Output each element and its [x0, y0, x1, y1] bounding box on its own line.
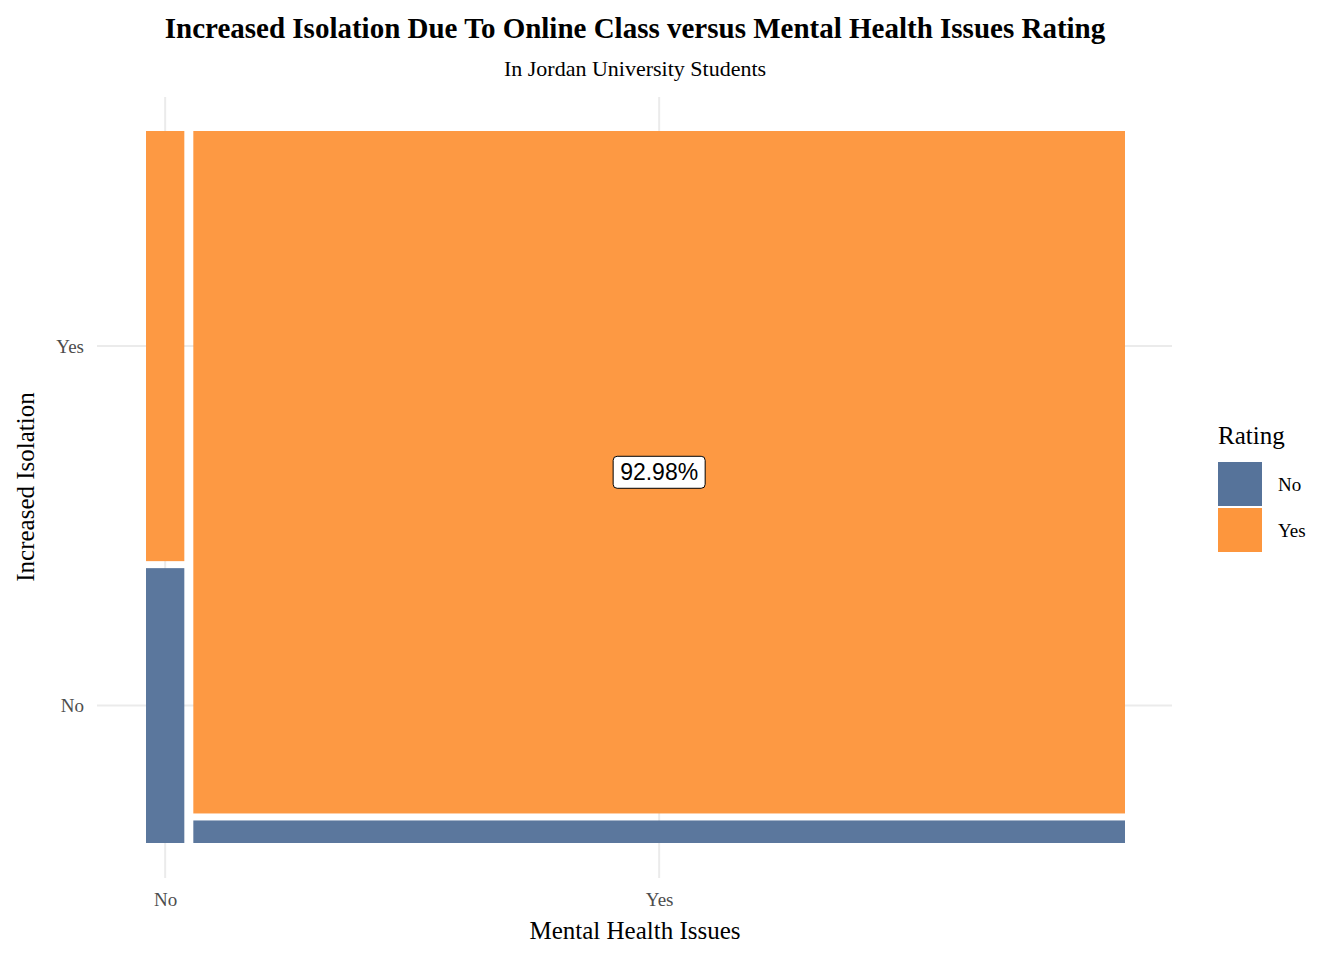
y-tick-label: Yes: [56, 336, 84, 357]
x-tick: Yes: [646, 888, 674, 909]
data-label-text: 92.98%: [620, 459, 698, 485]
x-axis-title: Mental Health Issues: [529, 917, 740, 944]
title: Increased Isolation Due To Online Class …: [165, 12, 1106, 44]
subtitle: In Jordan University Students: [504, 56, 766, 81]
legend-label: Yes: [1278, 520, 1306, 541]
legend-key: [1218, 462, 1262, 506]
y-axis-title: Increased Isolation: [12, 392, 39, 582]
y-tick: No: [61, 695, 84, 716]
chart: No Yes No Yes 92.98% Increased Isolation Due …: [0, 0, 1344, 960]
data-label: 92.98%: [613, 456, 705, 488]
data-labels: 92.98%: [613, 456, 705, 488]
legend-key: [1218, 508, 1262, 552]
mosaic-cell: [193, 131, 1125, 813]
y-tick: Yes: [56, 336, 84, 357]
mosaic-cell: [193, 820, 1125, 843]
x-tick: No: [154, 888, 177, 909]
mosaic-cell: [146, 568, 184, 843]
grid: [97, 97, 1172, 878]
x-tick-label: No: [154, 888, 177, 909]
legend-title: Rating: [1218, 422, 1285, 449]
y-tick-label: No: [61, 695, 84, 716]
x-axis: No Yes: [154, 888, 673, 909]
y-axis: No Yes: [56, 336, 84, 717]
legend-label: No: [1278, 474, 1301, 495]
mosaic-cell: [146, 131, 184, 561]
marks: [146, 131, 1125, 843]
data-label-box: [613, 456, 705, 488]
x-tick-label: Yes: [646, 888, 674, 909]
legend: Rating No Yes: [1218, 422, 1306, 552]
